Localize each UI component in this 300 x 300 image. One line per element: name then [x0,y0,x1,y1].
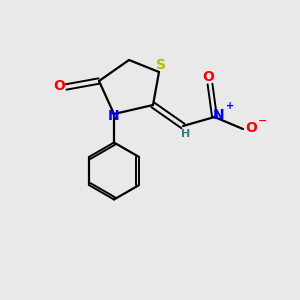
Text: +: + [226,100,234,111]
Text: H: H [182,129,190,140]
Text: N: N [213,108,225,122]
Text: O: O [53,79,65,92]
Text: N: N [108,109,120,122]
Text: −: − [258,116,267,126]
Text: O: O [202,70,214,84]
Text: O: O [245,121,257,134]
Text: S: S [156,58,167,72]
